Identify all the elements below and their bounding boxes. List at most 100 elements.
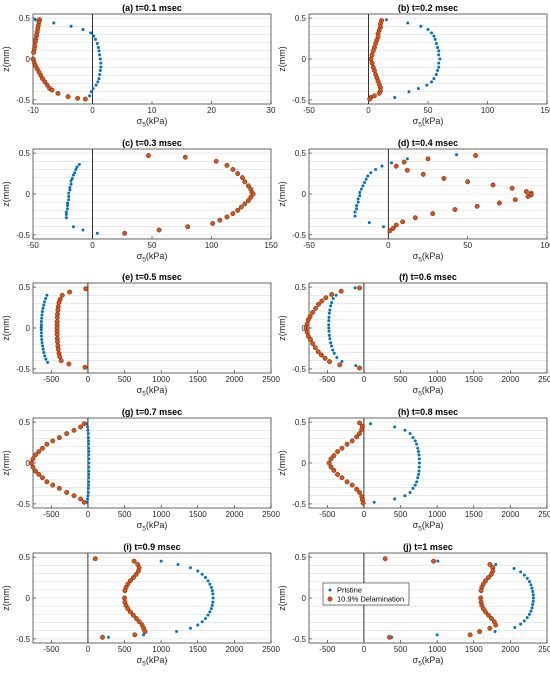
data-point [327,329,331,333]
data-point [69,179,73,183]
data-point [75,95,81,101]
y-tick-label: 0.5 [295,283,307,292]
data-point [203,576,207,580]
data-point [209,585,213,589]
data-point [210,589,214,593]
data-point [327,323,331,327]
data-point [393,425,397,429]
data-point [372,68,377,73]
data-point [353,214,357,218]
y-tick-label: 0.5 [19,553,31,562]
data-point [59,292,65,298]
data-point [40,337,44,341]
data-point [87,480,91,484]
y-tick-label: -0.5 [292,635,306,644]
data-point [525,616,529,620]
data-point [529,583,533,587]
data-point [142,633,146,637]
data-point [408,490,412,494]
x-tick-label: 0 [362,645,367,654]
data-point [136,619,142,625]
y-axis-label: z(mm) [277,315,287,341]
data-point [434,41,438,45]
data-point [33,452,39,458]
panel-title: (g) t=0.7 msec [122,407,182,417]
data-point [335,472,341,477]
x-tick-label: 0 [86,510,91,519]
data-point [367,221,371,225]
data-point [337,362,343,368]
data-point [339,475,345,481]
data-point [344,479,350,485]
data-point [39,323,43,327]
data-point [40,310,44,314]
data-point [415,480,419,484]
data-point [356,197,360,201]
x-axis-label-subscript: 5 [142,122,146,129]
data-point [417,465,421,469]
data-point [438,57,442,61]
data-point [133,571,139,577]
data-point [356,200,360,204]
panel-d: -50 0 50 100 -0.5 0 0.5 (d) t=0.4 msec σ5(kPa) z(… [277,138,550,264]
data-point [329,292,335,297]
data-point [248,194,254,200]
data-point [390,225,396,231]
series-pristine [64,163,99,235]
data-point [412,215,418,221]
data-point [316,301,321,307]
data-point [55,307,61,313]
x-tick-label: 2000 [225,645,243,654]
data-point [86,494,90,498]
series-pristine [390,559,535,639]
x-axis-label-unit: (kPa) [146,385,168,395]
x-tick-label: -500 [319,510,336,519]
data-point [86,486,90,490]
data-point [125,606,131,612]
x-tick-label: 2000 [501,510,519,519]
y-tick-label: 0 [26,459,31,468]
panel-title: (d) t=0.4 msec [398,138,458,148]
y-tick-label: 0.5 [295,14,307,23]
data-point [87,442,91,446]
data-point [531,596,535,600]
data-point [490,182,496,188]
data-point [67,194,71,198]
panel-e: -500 0 500 1000 1500 2000 2500 -0.5 0 0.5 (e) t=0.… [1,272,280,398]
y-axis-label: z(mm) [277,450,287,476]
data-point [210,603,214,607]
data-point [523,189,529,194]
x-tick-label: 0 [90,241,95,250]
x-axis-label-subscript: 5 [418,526,422,533]
data-point [64,216,68,220]
data-point [415,442,419,446]
series-pristine [384,18,442,99]
data-point [369,422,373,426]
data-point [401,159,407,165]
x-tick-label: 0 [362,375,367,384]
data-point [40,316,44,320]
x-axis-label-unit: (kPa) [146,520,168,530]
data-point [69,24,73,28]
data-point [40,475,45,481]
data-point [531,589,535,593]
data-point [416,472,420,476]
data-point [122,230,128,236]
x-tick-label: 0 [86,375,91,384]
x-tick-label: 1000 [428,510,446,519]
data-point [86,432,90,436]
x-tick-label: 2500 [538,375,550,384]
data-point [441,176,447,181]
data-point [355,207,359,211]
x-tick-label: 500 [394,375,408,384]
data-point [478,595,484,601]
y-tick-label: 0.5 [295,149,307,158]
y-axis-label: z(mm) [1,450,11,476]
data-point [100,634,106,640]
data-point [367,96,373,102]
data-point [496,200,502,206]
panel-title: (h) t=0.8 msec [398,407,458,417]
x-axis-label: σ5(kPa) [413,655,444,668]
x-tick-label: 2000 [225,510,243,519]
legend-label: Pristine [337,586,362,595]
